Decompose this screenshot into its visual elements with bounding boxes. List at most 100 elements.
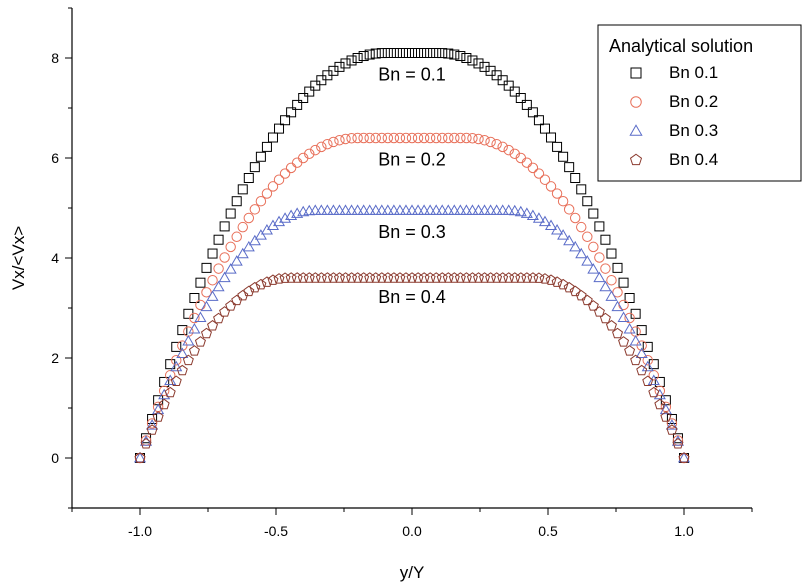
data-point [315,272,327,283]
annotation-bn-4: Bn = 0.4 [378,287,446,307]
data-point [322,138,333,150]
data-point [285,162,297,174]
data-point [363,204,376,215]
data-point [581,294,593,306]
data-point [545,181,557,192]
data-point [188,345,200,356]
data-point [654,385,666,397]
data-point [460,204,473,215]
data-point [605,319,617,331]
data-point [413,48,424,58]
y-tick-label: 4 [51,250,59,266]
data-point [611,300,624,312]
data-point [618,299,629,311]
data-point [194,311,207,323]
data-point [666,424,678,435]
data-point [328,136,339,148]
data-point [346,272,358,283]
data-point [297,272,309,283]
data-point [527,107,538,118]
data-point [243,285,255,297]
data-point [467,55,478,66]
data-point [642,354,653,366]
data-point [272,215,286,227]
legend-label: Bn 0.2 [669,92,718,111]
legend-title: Analytical solution [609,36,753,56]
data-point [425,48,436,58]
data-point [376,132,388,144]
data-point [454,272,466,283]
data-point [461,132,472,144]
data-point [467,133,478,144]
data-point [582,231,593,242]
data-point [533,115,544,126]
series-bn-0-2 [134,132,690,464]
data-point [431,48,442,58]
data-point [225,241,236,253]
data-point [497,75,508,86]
data-point [249,204,261,215]
data-point [520,207,533,218]
data-point [642,341,653,352]
data-point [479,134,490,146]
data-point [575,247,588,259]
data-point [266,219,280,231]
data-point [316,141,327,153]
data-point [599,312,611,324]
data-point [334,61,345,72]
data-point [563,281,575,293]
data-point [261,276,273,287]
data-point [352,272,364,283]
data-point [394,48,405,58]
data-point [490,204,503,215]
data-point [346,133,357,144]
data-point [400,132,412,144]
data-point [636,325,647,336]
data-point [231,231,242,242]
data-point [393,204,406,215]
data-point [358,272,370,283]
data-point [569,240,582,252]
data-point [624,345,636,356]
data-point [594,221,605,232]
data-point [212,280,225,292]
plot-area [133,48,691,464]
data-point [200,327,212,339]
data-point [461,53,472,63]
data-point [600,263,611,274]
data-point [557,229,570,240]
data-point [352,132,363,144]
curve-annotations: Bn = 0.1 Bn = 0.2 Bn = 0.3 Bn = 0.4 [378,65,446,308]
data-point [406,132,418,144]
data-point [539,123,550,134]
data-point [491,272,503,283]
legend-box [597,24,802,182]
data-point [207,319,219,331]
y-tick-label: 2 [51,350,59,366]
data-point [605,290,618,301]
legend-marker [630,67,642,79]
data-point [430,272,442,283]
data-point [472,272,484,283]
data-point [382,132,394,144]
data-point [449,49,460,60]
data-point [146,424,158,435]
data-point [267,132,278,143]
data-point [291,272,303,283]
data-point [412,132,424,144]
legend-label: Bn 0.1 [669,63,718,82]
data-point [321,204,334,215]
data-point [298,93,309,103]
data-point [177,340,188,351]
data-point [370,272,382,283]
data-point [219,306,231,317]
data-point [660,411,672,422]
data-point [261,188,273,199]
legend-item: Bn 0.3 [629,121,718,140]
data-point [455,132,466,144]
data-point [279,168,291,179]
data-point [443,48,454,59]
data-point [164,370,176,381]
data-point [182,334,195,346]
data-point [171,354,182,366]
